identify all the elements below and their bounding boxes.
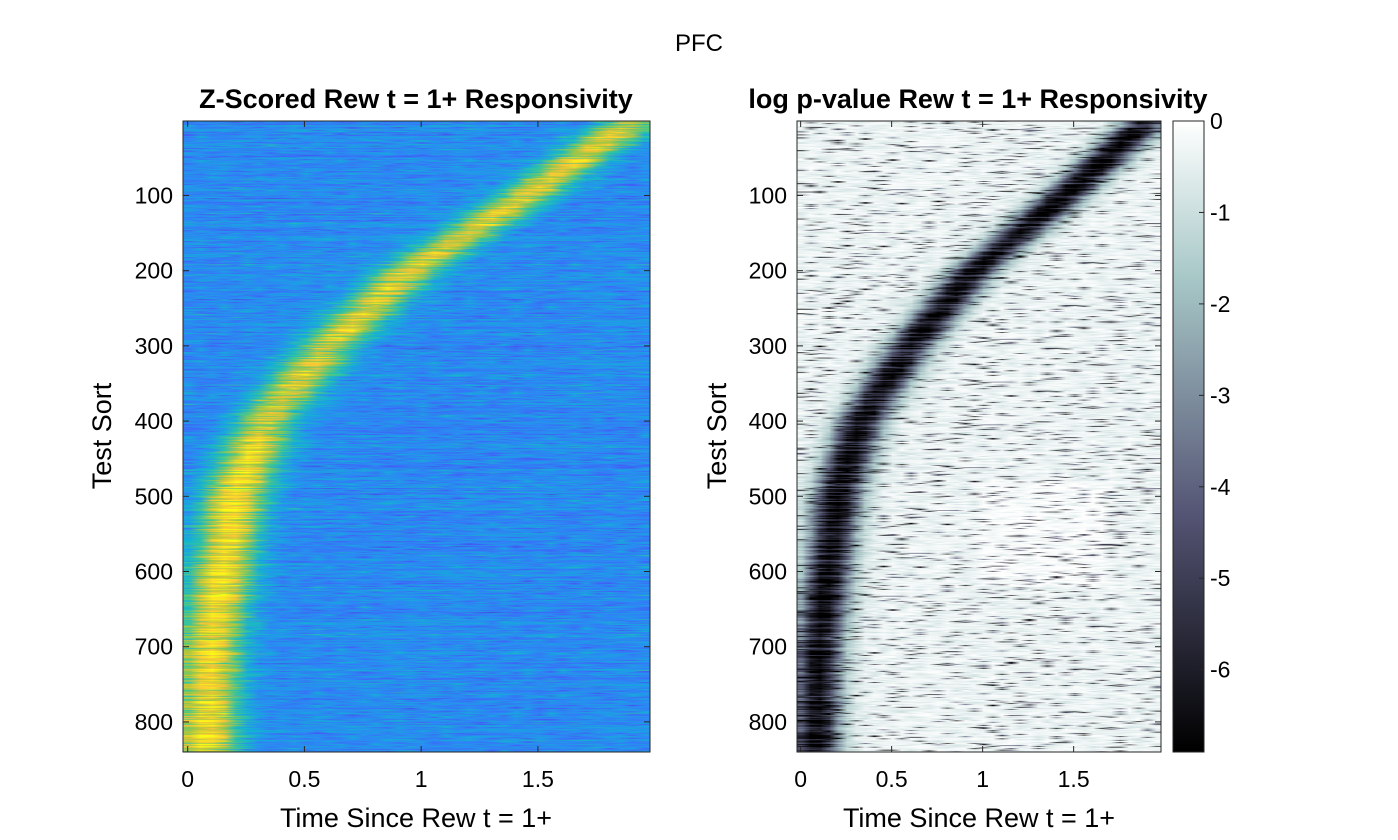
- x-tick-label: 0: [181, 766, 194, 792]
- x-tick-label: 1.5: [1058, 766, 1090, 792]
- y-tick-label: 100: [135, 182, 173, 208]
- colorbar-ticks: 0 -1 -2 -3 -4 -5 -6: [1199, 108, 1231, 683]
- zscore-heatmap: [183, 121, 650, 752]
- pvalue-y-label: Test Sort: [702, 382, 732, 489]
- y-tick-label: 400: [749, 408, 787, 434]
- y-tick-label: 500: [135, 483, 173, 509]
- pvalue-panel-title: log p-value Rew t = 1+ Responsivity: [748, 84, 1207, 114]
- y-tick-label: 400: [135, 408, 173, 434]
- zscore-axes-box: [182, 120, 651, 753]
- colorbar-tick-label: 0: [1210, 108, 1223, 134]
- colorbar-tick-label: -6: [1210, 657, 1230, 683]
- pvalue-y-ticks: 100 200 300 400 500 600 700 800: [749, 182, 1161, 735]
- y-tick-label: 800: [749, 709, 787, 735]
- zscore-x-ticks: 0 0.5 1 1.5: [181, 121, 554, 792]
- x-tick-label: 0.5: [876, 766, 908, 792]
- pvalue-heatmap: [797, 121, 1161, 752]
- y-tick-label: 100: [749, 182, 787, 208]
- pvalue-x-label: Time Since Rew t = 1+: [843, 803, 1115, 833]
- zscore-y-label: Test Sort: [87, 382, 117, 489]
- y-tick-label: 600: [135, 558, 173, 584]
- colorbar-tick-label: -4: [1210, 474, 1231, 500]
- y-tick-label: 800: [135, 709, 173, 735]
- colorbar-tick-label: -2: [1210, 291, 1230, 317]
- pvalue-x-ticks: 0 0.5 1 1.5: [794, 121, 1090, 792]
- zscore-panel-title: Z-Scored Rew t = 1+ Responsivity: [199, 84, 633, 114]
- y-tick-label: 700: [135, 634, 173, 660]
- y-tick-label: 500: [749, 483, 787, 509]
- zscore-x-label: Time Since Rew t = 1+: [280, 803, 552, 833]
- zscore-panel: Z-Scored Rew t = 1+ Responsivity 0 0.5 1 1.…: [87, 84, 651, 833]
- x-tick-label: 1: [976, 766, 989, 792]
- figure-title: PFC: [675, 30, 723, 57]
- colorbar-gradient: [1172, 120, 1205, 753]
- colorbar-tick-label: -1: [1210, 199, 1230, 225]
- zscore-y-ticks: 100 200 300 400 500 600 700 800: [135, 182, 650, 735]
- y-tick-label: 200: [135, 258, 173, 284]
- x-tick-label: 1: [415, 766, 428, 792]
- y-tick-label: 300: [749, 333, 787, 359]
- x-tick-label: 0.5: [288, 766, 320, 792]
- y-tick-label: 600: [749, 558, 787, 584]
- y-tick-label: 200: [749, 258, 787, 284]
- colorbar-tick-label: -3: [1210, 382, 1230, 408]
- pvalue-panel: log p-value Rew t = 1+ Responsivity 0 0.5…: [702, 84, 1208, 833]
- colorbar: 0 -1 -2 -3 -4 -5 -6: [1172, 108, 1231, 753]
- x-tick-label: 1.5: [522, 766, 554, 792]
- x-tick-label: 0: [794, 766, 807, 792]
- y-tick-label: 300: [135, 333, 173, 359]
- y-tick-label: 700: [749, 634, 787, 660]
- pvalue-axes-box: [796, 120, 1162, 753]
- colorbar-tick-label: -5: [1210, 565, 1230, 591]
